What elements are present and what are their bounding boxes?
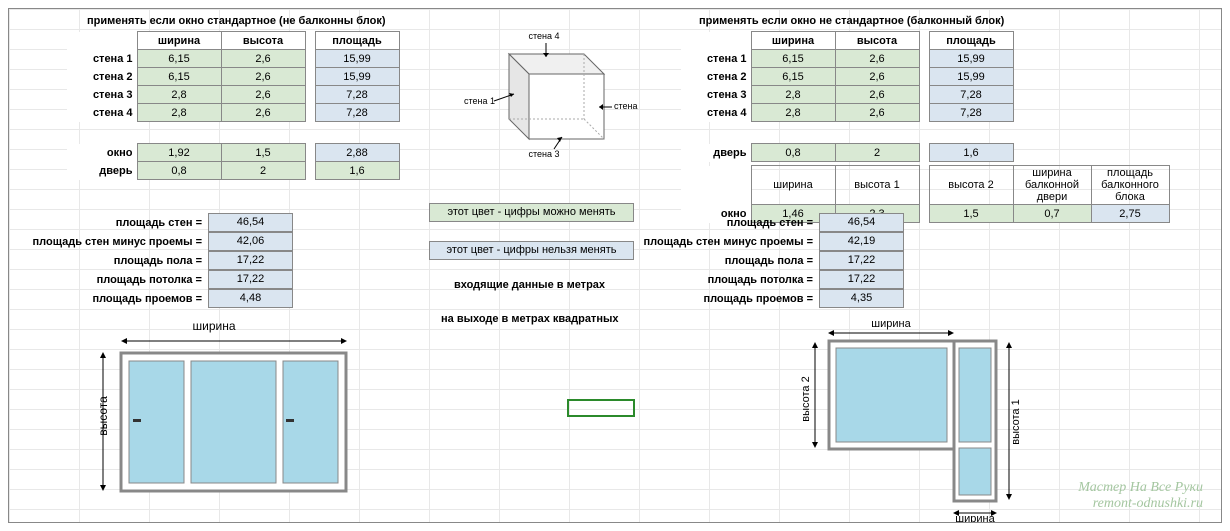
watermark: Мастер На Все Руки remont-odnushki.ru [1078,480,1203,512]
left-results: площадь стен =46,54 площадь стен минус п… [23,213,293,308]
right-door-table: дверь 0,8 2 1,6 [681,143,1014,162]
box-3d-diagram: стена 4 стена 1 стена 2 стена 3 [454,29,639,159]
note-input: входящие данные в метрах [454,279,605,291]
table-row: стена 4 2,8 2,6 7,28 [681,104,1013,122]
right-walls-table: ширина высота площадь стена 1 6,15 2,6 1… [681,31,1014,122]
wall1-label: стена 1 [464,96,495,106]
table-row: стена 2 6,15 2,6 15,99 [67,68,399,86]
right-results: площадь стен =46,54 площадь стен минус п… [634,213,904,308]
wall3-label: стена 3 [528,149,559,159]
selected-cell[interactable] [567,399,635,417]
col-width: ширина [137,32,221,50]
svg-text:высота 1: высота 1 [1010,399,1022,444]
wall4-label: стена 4 [528,31,559,41]
table-row: стена 2 6,15 2,6 15,99 [681,68,1013,86]
table-row: стена 4 2,8 2,6 7,28 [67,104,399,122]
legend-computed: этот цвет - цифры нельзя менять [429,241,634,260]
spreadsheet-sheet: применять если окно стандартное (не балк… [8,8,1222,523]
svg-text:ширина: ширина [871,318,911,330]
table-row: дверь 0,8 2 1,6 [681,144,1013,162]
table-row: стена 1 6,15 2,6 15,99 [681,50,1013,68]
table-row: окно 1,92 1,5 2,88 [67,144,399,162]
svg-text:ширина: ширина [955,513,995,522]
table-row: стена 3 2,8 2,6 7,28 [681,86,1013,104]
wall2-label: стена 2 [614,101,639,111]
table-row: дверь 0,8 2 1,6 [67,162,399,180]
left-title: применять если окно стандартное (не балк… [87,15,386,27]
table-row: стена 3 2,8 2,6 7,28 [67,86,399,104]
col-area: площадь [315,32,399,50]
note-output: на выходе в метрах квадратных [441,313,618,325]
svg-text:высота 2: высота 2 [801,376,812,421]
right-balcony-diagram: ширина высота 2 высота 1 ширина [801,317,1031,522]
legend-editable: этот цвет - цифры можно менять [429,203,634,222]
right-title: применять если окно не стандартное (балк… [699,15,1004,27]
left-openings-table: окно 1,92 1,5 2,88 дверь 0,8 2 1,6 [67,143,400,180]
col-height: высота [221,32,305,50]
table-row: стена 1 6,15 2,6 15,99 [67,50,399,68]
left-window-diagram: ширина высота [89,319,359,513]
left-walls-table: ширина высота площадь стена 1 6,15 2,6 1… [67,31,400,122]
